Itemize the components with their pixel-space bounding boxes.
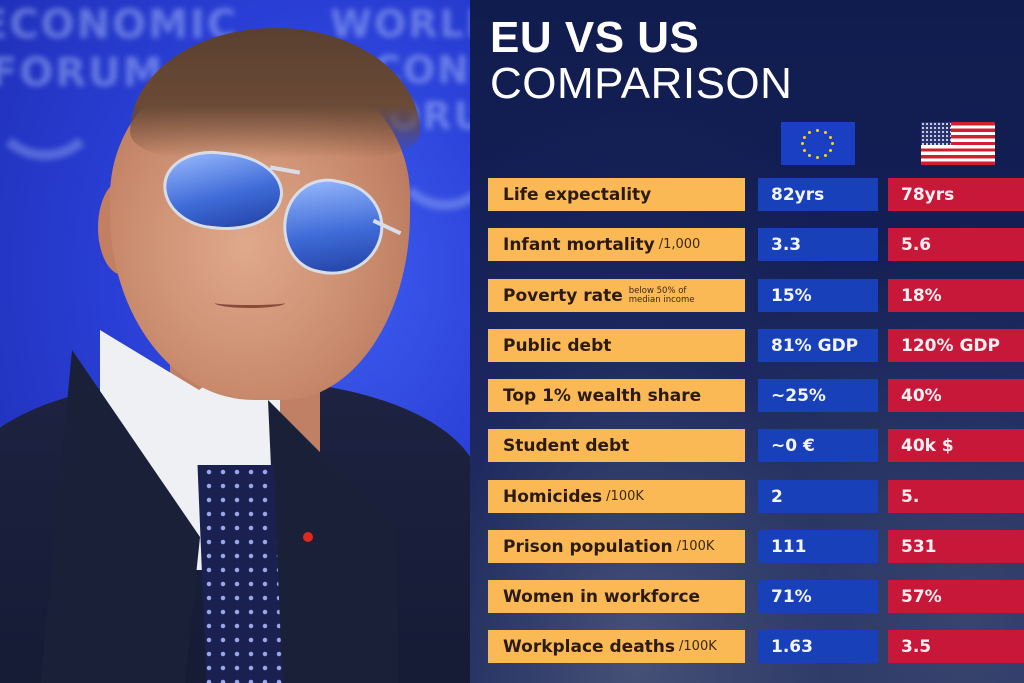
comparison-row-wealth-share: Top 1% wealth share ~25% 40% [488, 379, 1024, 412]
us-value: 5.6 [888, 228, 1024, 261]
comparison-row-prison-population: Prison population /100K 111 531 [488, 530, 1024, 563]
us-value: 120% GDP [888, 329, 1024, 362]
comparison-row-homicides: Homicides /100K 2 5. [488, 480, 1024, 513]
comparison-row-infant-mortality: Infant mortality /1,000 3.3 5.6 [488, 228, 1024, 261]
us-value: 40k $ [888, 429, 1024, 462]
backdrop-text: WORLD [330, 2, 470, 46]
comparison-row-women-workforce: Women in workforce 71% 57% [488, 580, 1024, 613]
comparison-row-life-expectancy: Life expectality 82yrs 78yrs [488, 178, 1024, 211]
wef-logo-arc [390, 100, 470, 210]
row-label-text: Public debt [503, 335, 612, 356]
us-value: 18% [888, 279, 1024, 312]
row-label-text: Women in workforce [503, 586, 701, 607]
row-unit: below 50% of median income [628, 285, 695, 305]
row-unit-line2: median income [628, 294, 695, 305]
row-unit: /100K [676, 539, 715, 554]
us-value: 3.5 [888, 630, 1024, 663]
eu-value: 71% [758, 580, 878, 613]
comparison-row-student-debt: Student debt ~0 € 40k $ [488, 429, 1024, 462]
eu-value: ~25% [758, 379, 878, 412]
wef-logo-arc [0, 60, 100, 160]
title-eu-vs-us: EU VS US [490, 13, 700, 62]
us-flag-canton [921, 122, 951, 145]
eu-value: 2 [758, 480, 878, 513]
comparison-row-workplace-deaths: Workplace deaths /100K 1.63 3.5 [488, 630, 1024, 663]
comparison-row-public-debt: Public debt 81% GDP 120% GDP [488, 329, 1024, 362]
row-label-text: Infant mortality [503, 234, 655, 255]
row-label: Student debt [488, 429, 745, 462]
row-unit: /1,000 [658, 237, 701, 252]
portrait-photo: ECONOMIC FORUM WORLD ECONOMIC FORUM OMIC [0, 0, 470, 683]
row-unit-line1: below 50% of [628, 285, 687, 296]
mouth [215, 298, 285, 308]
row-label: Public debt [488, 329, 745, 362]
eu-value: 15% [758, 279, 878, 312]
eu-value: ~0 € [758, 429, 878, 462]
eu-value: 111 [758, 530, 878, 563]
eu-value: 1.63 [758, 630, 878, 663]
row-label: Homicides /100K [488, 480, 745, 513]
row-label-text: Workplace deaths [503, 636, 676, 657]
row-unit: /100K [679, 639, 717, 654]
eu-flag-icon [781, 122, 855, 165]
row-label: Life expectality [488, 178, 745, 211]
eu-value: 3.3 [758, 228, 878, 261]
backdrop-text: ECONOMIC [0, 2, 239, 48]
row-label: Infant mortality /1,000 [488, 228, 745, 261]
row-label-text: Student debt [503, 435, 630, 456]
row-label-text: Homicides [503, 486, 603, 507]
lapel-pin-icon [303, 532, 313, 542]
row-unit: /100K [606, 489, 644, 504]
us-flag-icon [921, 122, 995, 165]
row-label: Poverty rate below 50% of median income [488, 279, 745, 312]
comparison-panel: EU VS US COMPARISON Life expectality 82y… [470, 0, 1024, 683]
dotted-tie [197, 465, 283, 683]
row-label-text: Top 1% wealth share [503, 385, 702, 406]
row-label-text: Poverty rate [503, 285, 623, 306]
row-label: Top 1% wealth share [488, 379, 745, 412]
row-label-text: Prison population [503, 536, 673, 557]
title-comparison: COMPARISON [490, 59, 793, 108]
row-label: Women in workforce [488, 580, 745, 613]
eu-value: 81% GDP [758, 329, 878, 362]
comparison-row-poverty-rate: Poverty rate below 50% of median income … [488, 279, 1024, 312]
us-value: 531 [888, 530, 1024, 563]
us-value: 57% [888, 580, 1024, 613]
us-value: 40% [888, 379, 1024, 412]
us-value: 78yrs [888, 178, 1024, 211]
us-value: 5. [888, 480, 1024, 513]
row-label: Workplace deaths /100K [488, 630, 745, 663]
eu-value: 82yrs [758, 178, 878, 211]
row-label-text: Life expectality [503, 184, 652, 205]
row-label: Prison population /100K [488, 530, 745, 563]
